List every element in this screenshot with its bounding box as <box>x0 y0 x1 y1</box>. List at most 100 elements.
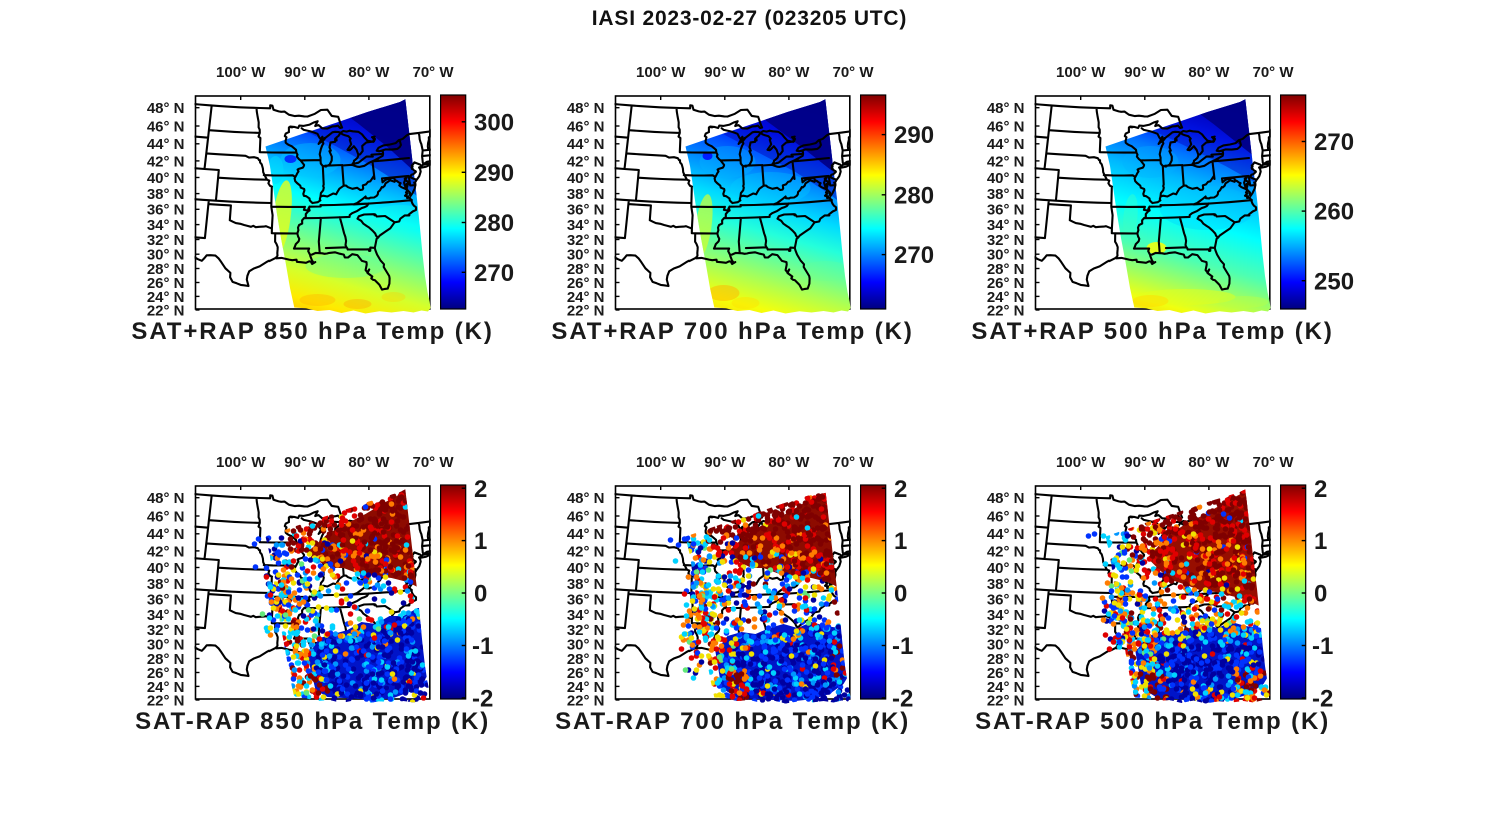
svg-text:1: 1 <box>894 528 907 555</box>
svg-text:36° N: 36° N <box>147 592 185 609</box>
svg-text:44° N: 44° N <box>567 526 605 543</box>
svg-text:46° N: 46° N <box>987 508 1025 525</box>
svg-text:80° W: 80° W <box>348 64 390 81</box>
svg-text:290: 290 <box>894 122 934 149</box>
svg-text:48° N: 48° N <box>147 100 185 117</box>
svg-text:70° W: 70° W <box>832 64 874 81</box>
svg-text:34° N: 34° N <box>147 217 185 234</box>
svg-text:40° N: 40° N <box>987 560 1025 577</box>
svg-text:48° N: 48° N <box>567 490 605 507</box>
svg-text:46° N: 46° N <box>147 508 185 525</box>
svg-text:34° N: 34° N <box>147 607 185 624</box>
svg-text:24° N: 24° N <box>567 289 605 306</box>
svg-text:90° W: 90° W <box>1124 454 1166 471</box>
svg-text:24° N: 24° N <box>987 289 1025 306</box>
svg-text:-1: -1 <box>1312 633 1333 660</box>
svg-text:100° W: 100° W <box>1056 64 1106 81</box>
svg-text:260: 260 <box>1314 199 1354 226</box>
svg-text:250: 250 <box>1314 268 1354 295</box>
svg-text:270: 270 <box>1314 129 1354 156</box>
svg-text:80° W: 80° W <box>768 64 810 81</box>
svg-text:290: 290 <box>474 160 514 187</box>
svg-text:280: 280 <box>894 182 934 209</box>
svg-text:0: 0 <box>474 581 487 608</box>
svg-text:-2: -2 <box>472 686 493 713</box>
svg-text:300: 300 <box>474 109 514 136</box>
svg-text:26° N: 26° N <box>147 275 185 292</box>
svg-text:44° N: 44° N <box>567 136 605 153</box>
svg-text:80° W: 80° W <box>1188 454 1230 471</box>
svg-text:46° N: 46° N <box>987 118 1025 135</box>
svg-text:280: 280 <box>474 210 514 237</box>
svg-text:24° N: 24° N <box>987 679 1025 696</box>
svg-text:-1: -1 <box>892 633 913 660</box>
svg-text:46° N: 46° N <box>147 118 185 135</box>
svg-text:36° N: 36° N <box>987 592 1025 609</box>
svg-text:90° W: 90° W <box>1124 64 1166 81</box>
svg-text:28° N: 28° N <box>567 651 605 668</box>
svg-text:70° W: 70° W <box>832 454 874 471</box>
svg-text:32° N: 32° N <box>987 622 1025 639</box>
svg-text:38° N: 38° N <box>567 186 605 203</box>
svg-text:70° W: 70° W <box>412 64 454 81</box>
svg-text:36° N: 36° N <box>987 202 1025 219</box>
svg-text:30° N: 30° N <box>567 637 605 654</box>
svg-text:90° W: 90° W <box>704 454 746 471</box>
svg-text:22° N: 22° N <box>147 302 185 319</box>
svg-text:26° N: 26° N <box>987 275 1025 292</box>
svg-text:2: 2 <box>894 476 907 503</box>
svg-text:42° N: 42° N <box>987 153 1025 170</box>
svg-text:36° N: 36° N <box>147 202 185 219</box>
svg-text:SAT-RAP 700 hPa Temp (K): SAT-RAP 700 hPa Temp (K) <box>555 708 910 735</box>
svg-text:42° N: 42° N <box>567 543 605 560</box>
svg-text:80° W: 80° W <box>1188 64 1230 81</box>
svg-text:38° N: 38° N <box>987 576 1025 593</box>
svg-text:26° N: 26° N <box>567 665 605 682</box>
svg-text:80° W: 80° W <box>348 454 390 471</box>
svg-text:80° W: 80° W <box>768 454 810 471</box>
svg-text:40° N: 40° N <box>147 560 185 577</box>
svg-text:48° N: 48° N <box>147 490 185 507</box>
svg-text:34° N: 34° N <box>567 217 605 234</box>
svg-text:40° N: 40° N <box>987 170 1025 187</box>
svg-text:22° N: 22° N <box>567 692 605 709</box>
svg-text:46° N: 46° N <box>567 118 605 135</box>
svg-text:70° W: 70° W <box>1252 64 1294 81</box>
svg-text:0: 0 <box>894 581 907 608</box>
svg-text:30° N: 30° N <box>567 247 605 264</box>
svg-text:70° W: 70° W <box>412 454 454 471</box>
svg-text:IASI 2023-02-27 (023205 UTC): IASI 2023-02-27 (023205 UTC) <box>592 7 907 30</box>
svg-text:26° N: 26° N <box>987 665 1025 682</box>
svg-text:SAT+RAP 500 hPa Temp (K): SAT+RAP 500 hPa Temp (K) <box>971 318 1333 345</box>
svg-text:32° N: 32° N <box>147 232 185 249</box>
svg-text:32° N: 32° N <box>987 232 1025 249</box>
svg-text:22° N: 22° N <box>987 692 1025 709</box>
svg-text:36° N: 36° N <box>567 202 605 219</box>
svg-text:30° N: 30° N <box>987 637 1025 654</box>
svg-text:100° W: 100° W <box>216 454 266 471</box>
svg-text:30° N: 30° N <box>987 247 1025 264</box>
svg-text:2: 2 <box>474 476 487 503</box>
svg-text:40° N: 40° N <box>567 170 605 187</box>
svg-text:70° W: 70° W <box>1252 454 1294 471</box>
svg-text:36° N: 36° N <box>567 592 605 609</box>
svg-text:100° W: 100° W <box>1056 454 1106 471</box>
svg-text:28° N: 28° N <box>987 261 1025 278</box>
svg-text:44° N: 44° N <box>147 136 185 153</box>
svg-text:44° N: 44° N <box>987 526 1025 543</box>
svg-text:28° N: 28° N <box>147 651 185 668</box>
svg-text:90° W: 90° W <box>704 64 746 81</box>
svg-text:1: 1 <box>1314 528 1327 555</box>
svg-text:38° N: 38° N <box>987 186 1025 203</box>
svg-text:28° N: 28° N <box>147 261 185 278</box>
svg-text:SAT+RAP 700 hPa Temp (K): SAT+RAP 700 hPa Temp (K) <box>551 318 913 345</box>
svg-text:22° N: 22° N <box>567 302 605 319</box>
svg-text:34° N: 34° N <box>987 217 1025 234</box>
svg-text:22° N: 22° N <box>147 692 185 709</box>
svg-text:2: 2 <box>1314 476 1327 503</box>
svg-text:30° N: 30° N <box>147 637 185 654</box>
svg-text:22° N: 22° N <box>987 302 1025 319</box>
svg-text:38° N: 38° N <box>147 186 185 203</box>
svg-text:42° N: 42° N <box>147 543 185 560</box>
svg-text:48° N: 48° N <box>987 490 1025 507</box>
